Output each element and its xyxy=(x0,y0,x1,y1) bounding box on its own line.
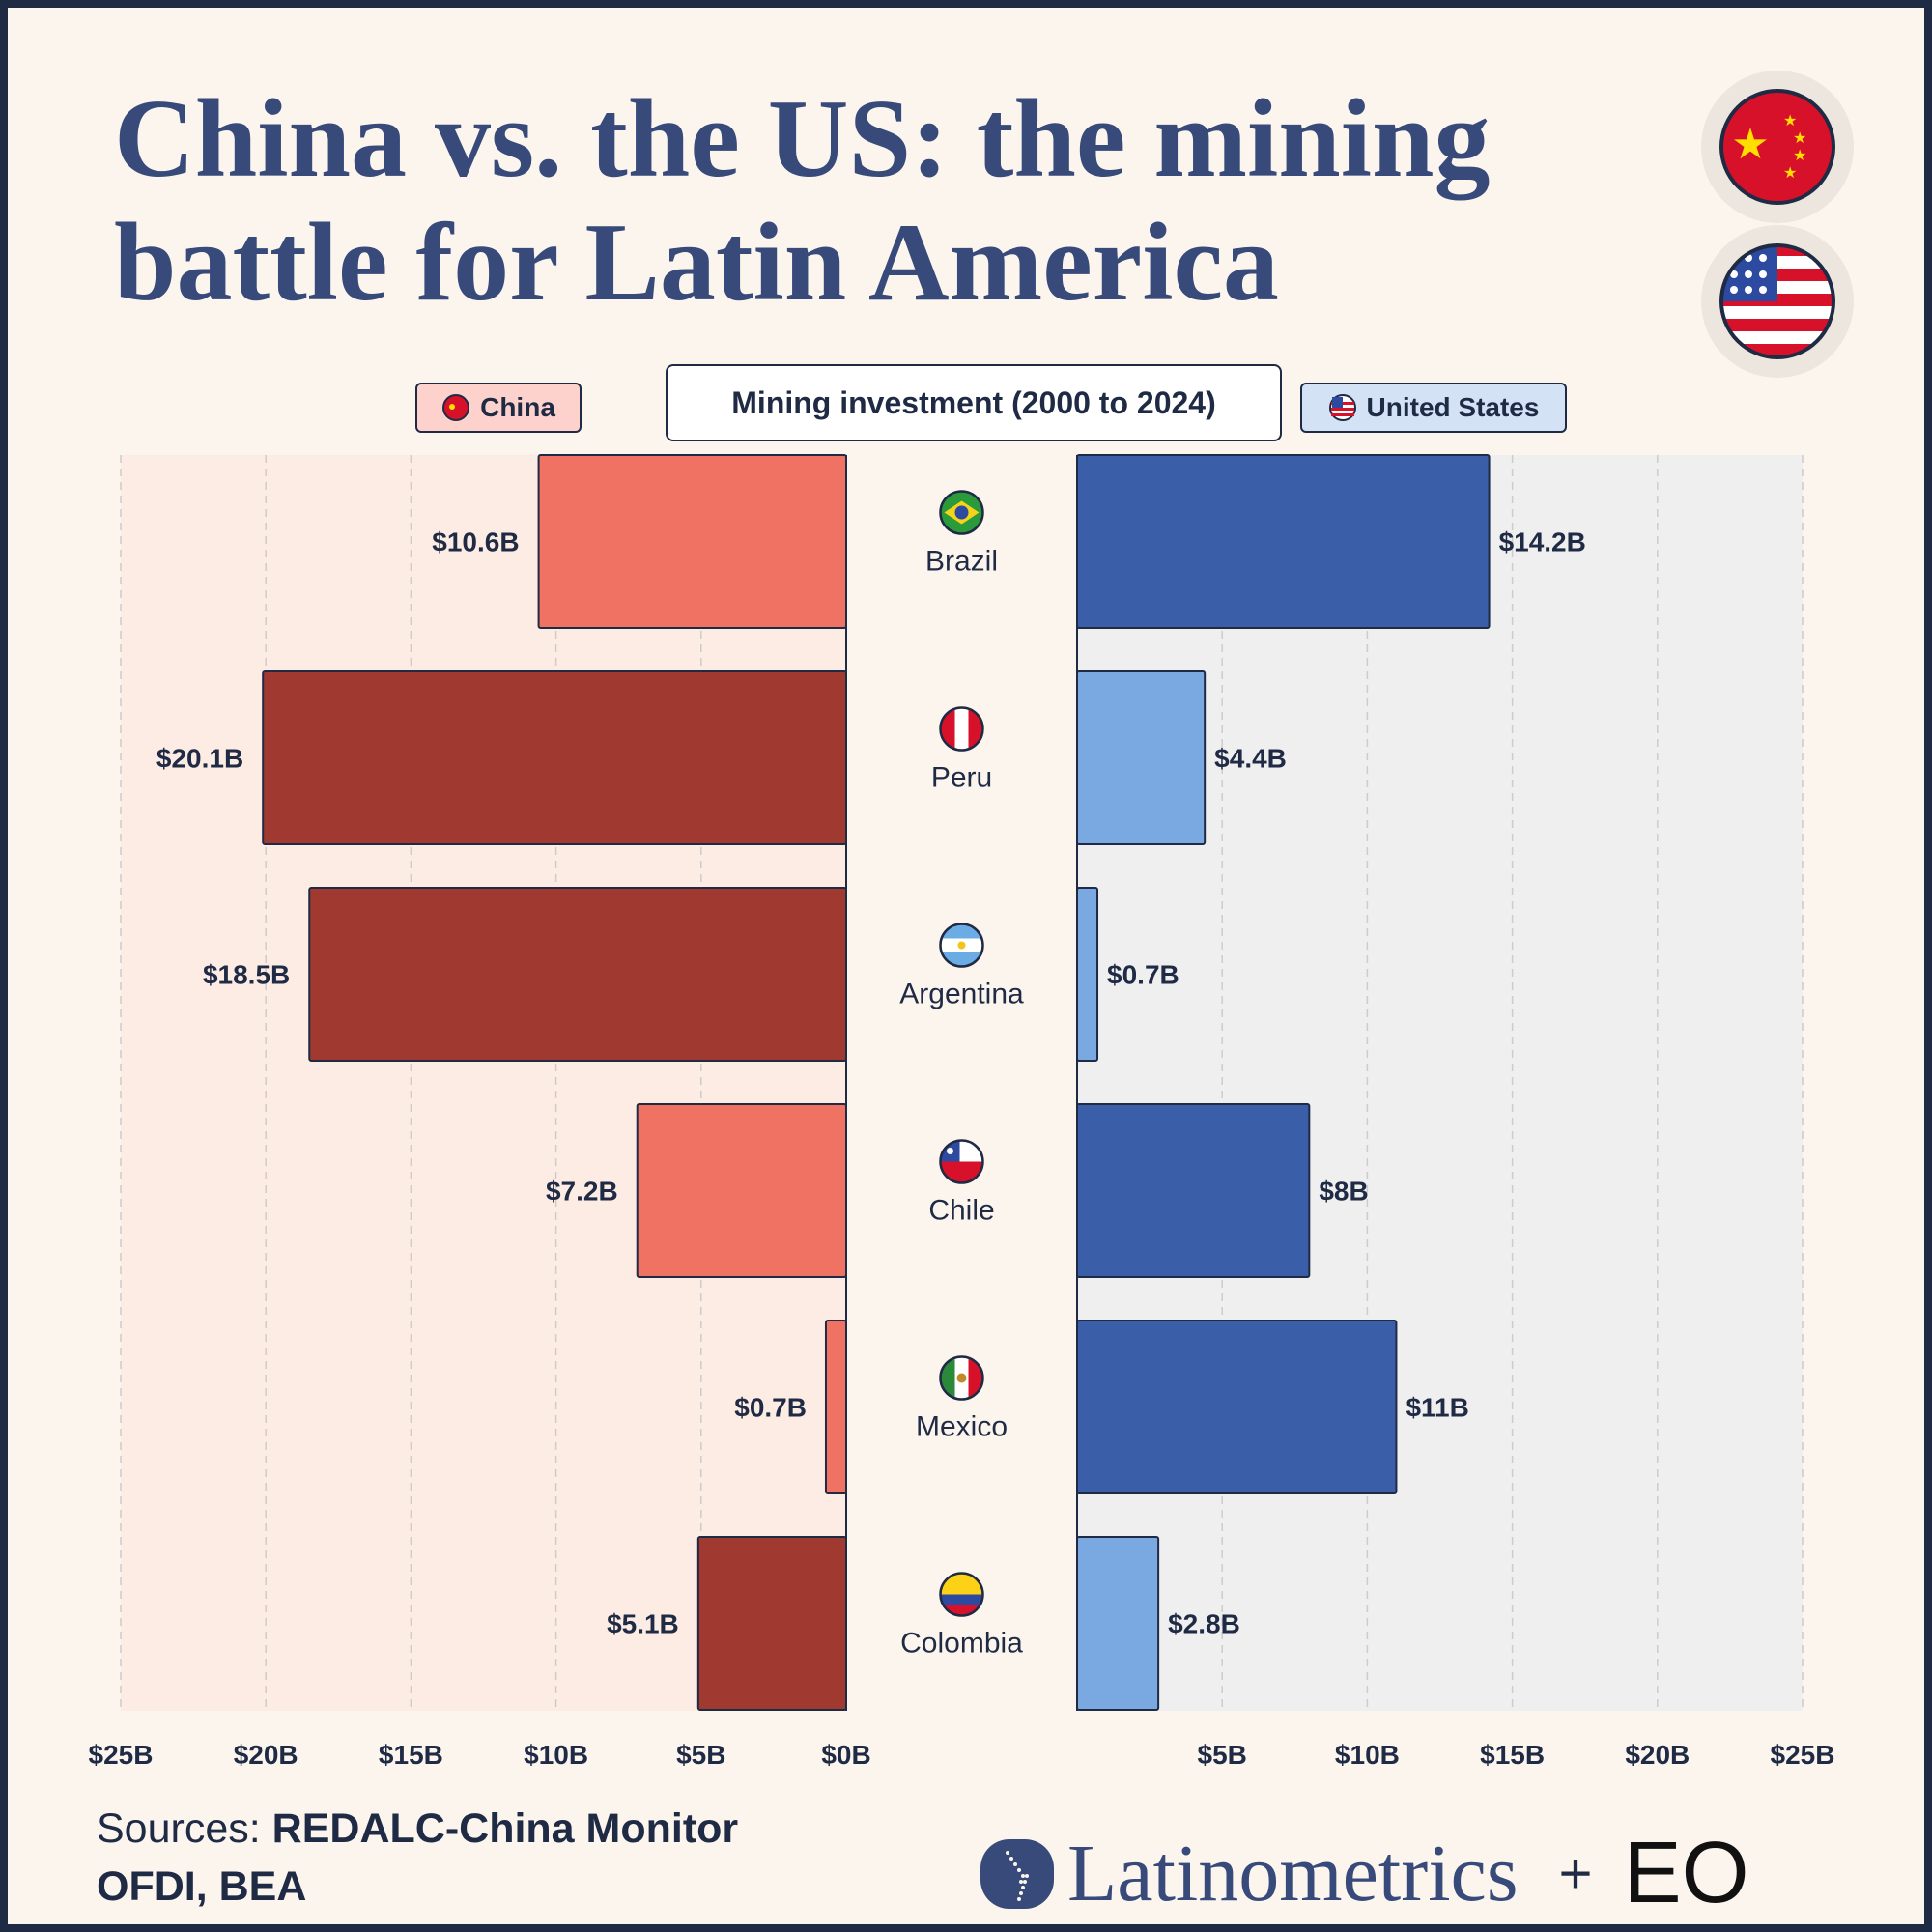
category-label: Chile xyxy=(928,1195,994,1227)
china-value-label: $5.1B xyxy=(607,1609,679,1639)
x-tick-label-right: $15B xyxy=(1480,1740,1545,1770)
source-2: OFDI, BEA xyxy=(97,1863,307,1910)
sources-label: Sources: xyxy=(97,1805,261,1852)
logo: Latinometrics + EO xyxy=(979,1824,1749,1923)
source-1: REDALC-China Monitor xyxy=(271,1805,739,1852)
china-value-label: $20.1B xyxy=(156,744,243,774)
chart-subtitle: Mining investment (2000 to 2024) xyxy=(666,364,1282,441)
svg-text:★: ★ xyxy=(1793,148,1806,164)
category-label: Colombia xyxy=(900,1628,1023,1660)
mexico-flag-icon xyxy=(939,1355,984,1401)
us-bar xyxy=(1076,670,1207,845)
us-value-label: $0.7B xyxy=(1107,960,1179,990)
china-bar xyxy=(537,454,847,629)
china-bar xyxy=(696,1536,848,1711)
sources: Sources: REDALC-China Monitor OFDI, BEA xyxy=(97,1800,738,1916)
svg-text:★: ★ xyxy=(1783,113,1797,129)
x-tick-label-left: $25B xyxy=(89,1740,154,1770)
category-label: Peru xyxy=(931,762,992,794)
svg-text:★: ★ xyxy=(1731,121,1769,168)
legend-china: China xyxy=(415,383,582,433)
svg-text:★: ★ xyxy=(1793,130,1806,147)
us-bar xyxy=(1076,454,1491,629)
x-tick-label-left: $5B xyxy=(676,1740,725,1770)
title-line-1: China vs. the US: the mining xyxy=(114,77,1491,201)
us-value-label: $11B xyxy=(1406,1393,1468,1423)
svg-text:★: ★ xyxy=(1783,165,1797,182)
category-label: Brazil xyxy=(925,546,998,578)
x-tick-label-left: $10B xyxy=(524,1740,588,1770)
china-bar xyxy=(636,1103,847,1278)
x-tick-label-left: $0B xyxy=(821,1740,870,1770)
us-bar xyxy=(1076,1320,1398,1494)
x-tick-label-left: $20B xyxy=(234,1740,298,1770)
x-tick-label-left: $15B xyxy=(379,1740,443,1770)
china-flag-icon xyxy=(442,394,470,421)
china-bar xyxy=(262,670,848,845)
china-flag-icon: ★ ★ ★ ★ ★ xyxy=(1701,71,1854,223)
china-value-label: $18.5B xyxy=(203,960,290,990)
china-value-label: $0.7B xyxy=(734,1393,807,1423)
legend-us-label: United States xyxy=(1366,392,1540,422)
x-tick-label-right: $20B xyxy=(1625,1740,1690,1770)
category-label: Mexico xyxy=(916,1411,1008,1443)
china-value-label: $7.2B xyxy=(546,1177,618,1207)
us-bar xyxy=(1076,887,1099,1062)
chile-flag-icon xyxy=(939,1139,984,1184)
us-flag-icon xyxy=(1701,225,1854,378)
china-bar xyxy=(824,1320,847,1494)
latam-map-icon xyxy=(980,1838,1054,1909)
us-flag-icon xyxy=(1328,394,1356,421)
us-value-label: $8B xyxy=(1319,1177,1368,1207)
brazil-flag-icon xyxy=(939,490,984,535)
us-bar xyxy=(1076,1536,1160,1711)
category-label: Argentina xyxy=(899,979,1024,1010)
china-panel xyxy=(121,455,846,1711)
us-bar xyxy=(1076,1103,1311,1278)
us-panel xyxy=(1077,455,1803,1711)
colombia-flag-icon xyxy=(939,1572,984,1617)
peru-flag-icon xyxy=(939,706,984,752)
latinometrics-logo: Latinometrics xyxy=(1067,1829,1519,1918)
eo-logo: EO xyxy=(1623,1825,1749,1921)
legend-us: United States xyxy=(1300,383,1567,433)
title-line-2: battle for Latin America xyxy=(114,201,1279,325)
x-tick-label-right: $10B xyxy=(1335,1740,1400,1770)
logo-plus: + xyxy=(1558,1841,1593,1906)
legend-china-label: China xyxy=(480,392,555,422)
x-tick-label-right: $5B xyxy=(1198,1740,1247,1770)
us-value-label: $14.2B xyxy=(1499,527,1586,557)
argentina-flag-icon xyxy=(939,923,984,968)
china-value-label: $10.6B xyxy=(432,527,519,557)
us-value-label: $2.8B xyxy=(1168,1609,1240,1639)
us-value-label: $4.4B xyxy=(1214,744,1287,774)
page-title: China vs. the US: the mining battle for … xyxy=(114,77,1679,325)
x-tick-label-right: $25B xyxy=(1771,1740,1835,1770)
china-bar xyxy=(308,887,847,1062)
infographic: China vs. the US: the mining battle for … xyxy=(8,8,1924,1924)
